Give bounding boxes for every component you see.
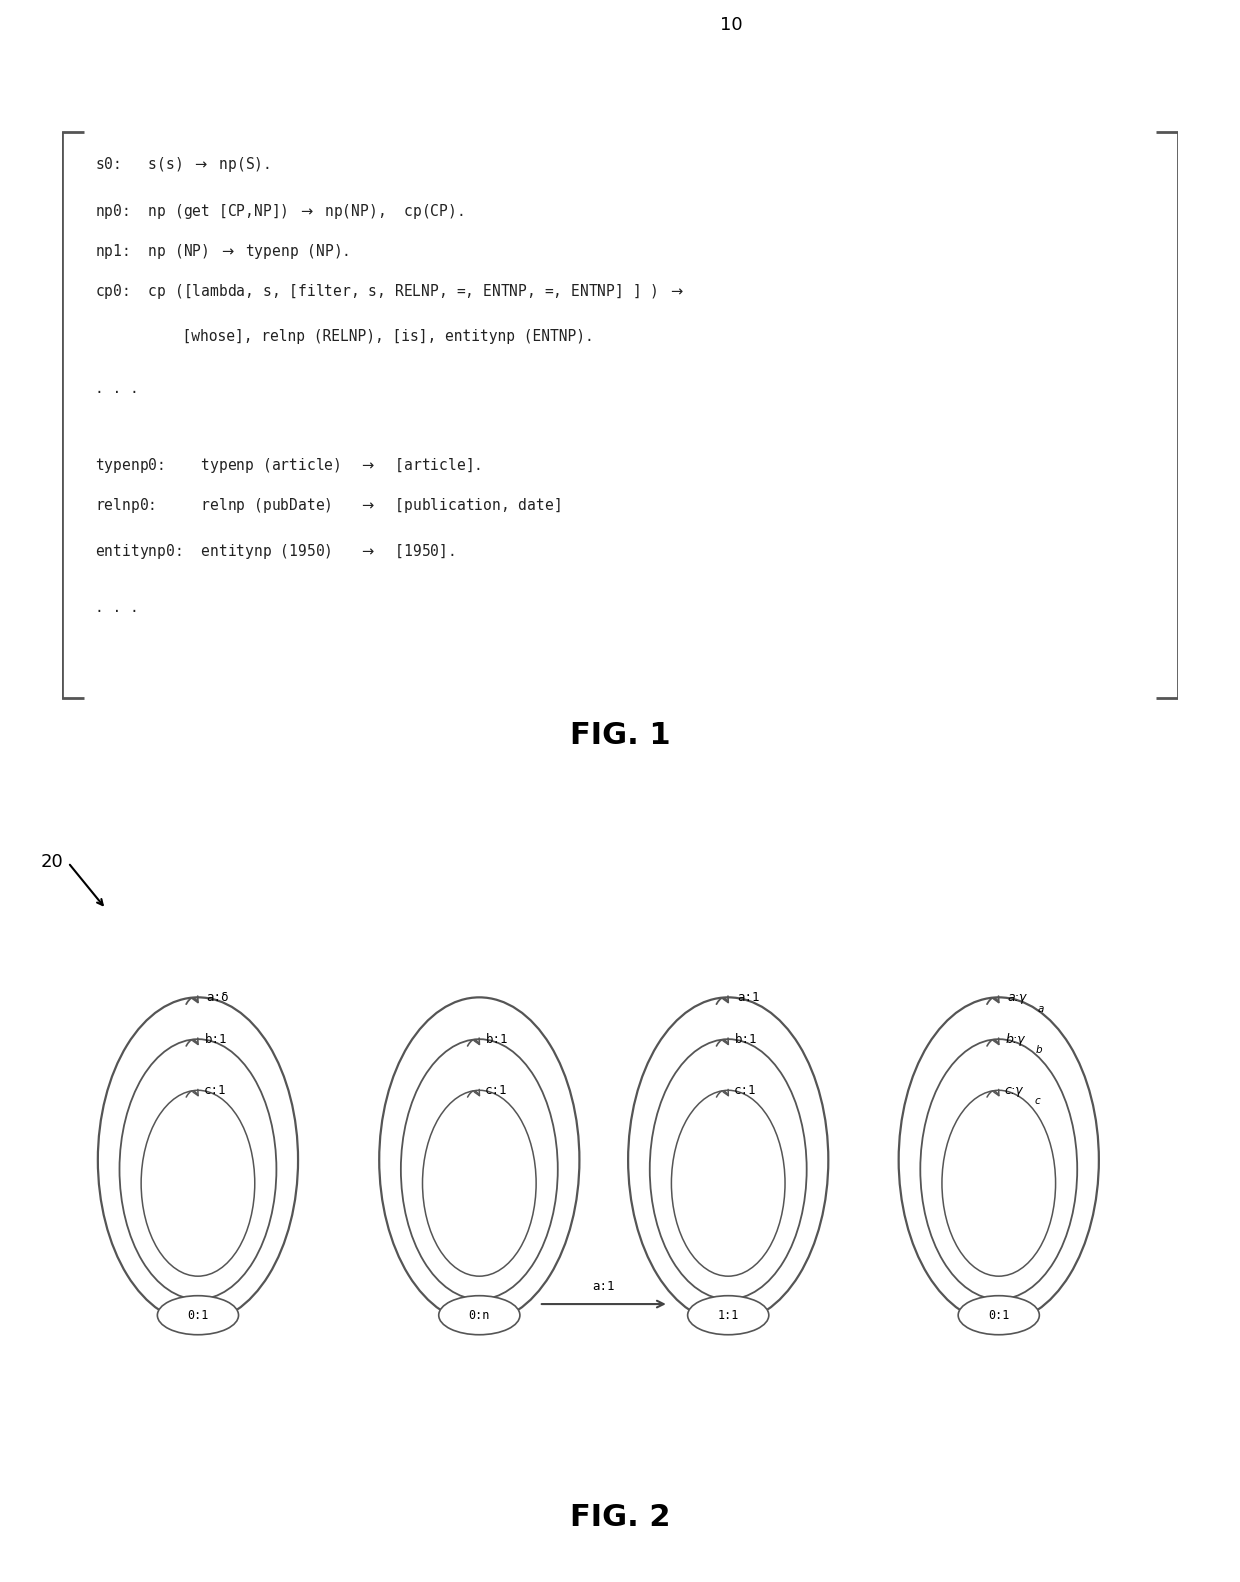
Ellipse shape [688, 1296, 769, 1335]
Text: c:1: c:1 [734, 1084, 756, 1096]
Text: c:1: c:1 [485, 1084, 507, 1096]
Text: np1:  np (NP) $\rightarrow$ typenp (NP).: np1: np (NP) $\rightarrow$ typenp (NP). [95, 242, 350, 261]
Text: b:1: b:1 [486, 1033, 508, 1046]
Text: 10: 10 [720, 16, 743, 35]
Ellipse shape [157, 1296, 238, 1335]
Text: 0:1: 0:1 [988, 1308, 1009, 1321]
Text: [whose], relnp (RELNP), [is], entitynp (ENTNP).: [whose], relnp (RELNP), [is], entitynp (… [95, 329, 594, 343]
Text: cp0:  cp ([lambda, s, [filter, s, RELNP, =, ENTNP, =, ENTNP] ] ) $\rightarrow$: cp0: cp ([lambda, s, [filter, s, RELNP, … [95, 283, 684, 302]
Text: a:δ: a:δ [207, 990, 229, 1005]
Ellipse shape [439, 1296, 520, 1335]
Ellipse shape [959, 1296, 1039, 1335]
Text: relnp0:     relnp (pubDate)   $\rightarrow$  [publication, date]: relnp0: relnp (pubDate) $\rightarrow$ [p… [95, 497, 562, 516]
Text: typenp0:    typenp (article)  $\rightarrow$  [article].: typenp0: typenp (article) $\rightarrow$ … [95, 456, 481, 475]
Text: b: b [1035, 1046, 1042, 1055]
Text: FIG. 1: FIG. 1 [569, 721, 671, 750]
Text: a:1: a:1 [593, 1280, 615, 1292]
Text: . . .: . . . [95, 600, 139, 615]
Text: b:1: b:1 [205, 1033, 227, 1046]
Text: a:1: a:1 [737, 990, 759, 1005]
Text: np0:  np (get [CP,NP]) $\rightarrow$ np(NP),  cp(CP).: np0: np (get [CP,NP]) $\rightarrow$ np(N… [95, 201, 464, 220]
Text: c:1: c:1 [203, 1084, 226, 1096]
Text: 1:1: 1:1 [718, 1308, 739, 1321]
Text: c: c [1034, 1096, 1040, 1106]
Text: 0:1: 0:1 [187, 1308, 208, 1321]
Text: 0:n: 0:n [469, 1308, 490, 1321]
Text: c:γ: c:γ [1004, 1084, 1023, 1096]
Text: s0:   s(s) $\rightarrow$ np(S).: s0: s(s) $\rightarrow$ np(S). [95, 155, 270, 174]
Text: b:1: b:1 [735, 1033, 758, 1046]
Text: b:γ: b:γ [1006, 1033, 1024, 1046]
Text: 20: 20 [41, 853, 63, 872]
Text: a:γ: a:γ [1007, 990, 1027, 1005]
Text: FIG. 2: FIG. 2 [569, 1503, 671, 1533]
Text: entitynp0:  entitynp (1950)   $\rightarrow$  [1950].: entitynp0: entitynp (1950) $\rightarrow$… [95, 543, 455, 562]
Text: . . .: . . . [95, 381, 139, 396]
Text: a: a [1038, 1003, 1044, 1014]
